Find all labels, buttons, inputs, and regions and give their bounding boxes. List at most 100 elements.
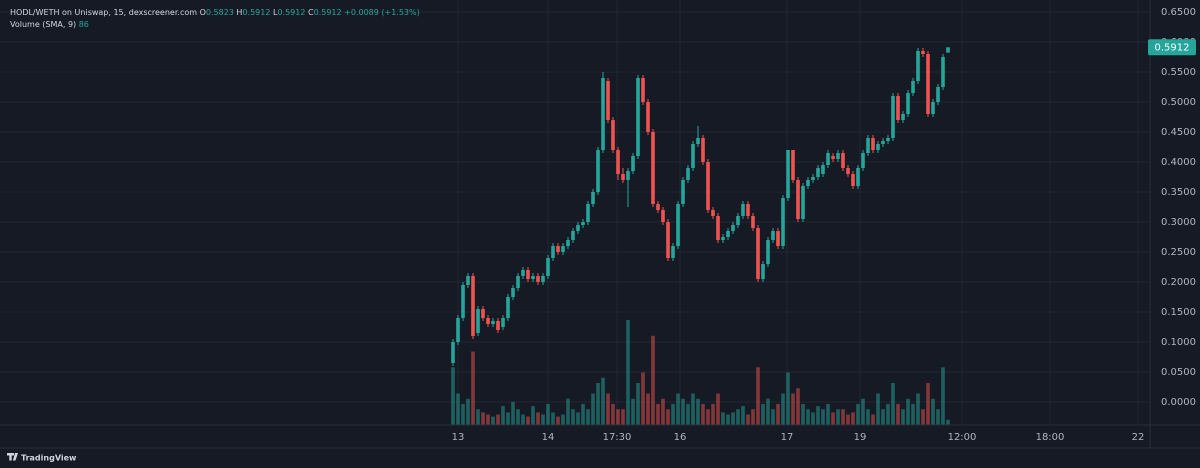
candle-body [736, 216, 740, 226]
volume-bar [861, 398, 865, 425]
volume-bar [761, 404, 765, 425]
volume-bar [816, 406, 820, 425]
volume-bar [751, 409, 755, 425]
candle-body [771, 231, 775, 241]
candle-body [536, 276, 540, 283]
candle-body [851, 174, 855, 187]
volume-bar [686, 404, 690, 425]
y-tick-label: 0.2000 [1161, 277, 1196, 288]
x-tick-label: 12:00 [948, 432, 977, 443]
volume-bar [656, 404, 660, 425]
volume-bar [556, 416, 560, 425]
candle-body [901, 114, 905, 121]
candle-body [751, 216, 755, 229]
candle-body [916, 51, 920, 82]
volume-bar [736, 409, 740, 425]
candle-body [671, 246, 675, 259]
volume-bar [856, 404, 860, 425]
candle-body [776, 231, 780, 247]
volume-bar [486, 414, 490, 425]
volume-bar [531, 406, 535, 425]
candle-body [626, 171, 630, 181]
y-tick-label: 0.6500 [1161, 7, 1196, 18]
volume-bar [891, 383, 895, 425]
candle-body [661, 210, 665, 223]
volume-bar [501, 406, 505, 425]
volume-bar [661, 398, 665, 425]
volume-bar [706, 409, 710, 425]
candle-body [581, 222, 585, 226]
volume-bar [616, 409, 620, 425]
volume-bar [791, 393, 795, 425]
brand: TradingView [21, 454, 77, 463]
candle-body [571, 231, 575, 241]
candle-body [931, 102, 935, 115]
h-label: H [236, 8, 243, 17]
volume-bar [571, 409, 575, 425]
volume-label: Volume (SMA, 9) [10, 20, 77, 29]
candle-body [826, 153, 830, 166]
candle-body [576, 225, 580, 232]
candle-body [471, 276, 475, 337]
volume-bar [866, 409, 870, 425]
candle-body [606, 81, 610, 121]
volume-bar [471, 351, 475, 425]
candle-body [881, 141, 885, 145]
volume-bar [926, 383, 930, 425]
candle-body [891, 96, 895, 139]
candle-body [696, 138, 700, 145]
volume-bar [476, 409, 480, 425]
candle-body [761, 264, 765, 280]
volume-bar [901, 409, 905, 425]
axes: 0.65000.60000.55000.50000.45000.40000.35… [452, 7, 1196, 443]
candle-body [786, 150, 790, 199]
candle-body [886, 138, 890, 142]
y-tick-label: 0.3500 [1161, 187, 1196, 198]
volume-bar [741, 406, 745, 425]
candle-body [791, 150, 795, 181]
volume-bar [776, 404, 780, 425]
o-value: 0.5823 [205, 8, 234, 17]
candle-body [846, 168, 850, 175]
candle-body [486, 318, 490, 325]
candle-body [556, 246, 560, 253]
candle-body [611, 120, 615, 151]
y-tick-label: 0.1000 [1161, 337, 1196, 348]
x-tick-label: 17:30 [603, 432, 632, 443]
volume-bar [711, 404, 715, 425]
candle-body [806, 180, 810, 187]
candle-body [681, 180, 685, 205]
volume-legend: Volume (SMA, 9) 86 [10, 20, 89, 29]
volume-bar [551, 412, 555, 425]
candle-body [566, 240, 570, 247]
candle-body [481, 309, 485, 319]
volume-bar [496, 414, 500, 425]
candle-body [821, 165, 825, 175]
volume-bar [916, 393, 920, 425]
volume-bar [746, 414, 750, 425]
candle-body [501, 318, 505, 328]
volume-bar [536, 412, 540, 425]
volume-bar [691, 393, 695, 425]
volume-bar [876, 393, 880, 425]
candle-body [811, 177, 815, 181]
volume-bar [721, 412, 725, 425]
volume-bar [636, 383, 640, 425]
candle-body [831, 156, 835, 160]
last-price-badge [1148, 39, 1196, 56]
candle-body [766, 240, 770, 265]
volume-bar [831, 412, 835, 425]
volume-bar [521, 414, 525, 425]
candle-body [936, 87, 940, 103]
candle-layer [451, 47, 950, 367]
logo: TradingView [6, 453, 77, 463]
last-price-label: 0.5912 [1155, 42, 1190, 53]
volume-bar [811, 412, 815, 425]
candle-body [841, 153, 845, 169]
candle-body [456, 318, 460, 343]
candle-body [731, 225, 735, 232]
symbol: HODL/WETH on Uniswap, 15, dexscreener.co… [10, 8, 198, 17]
candle-body [651, 132, 655, 205]
candle-body [546, 258, 550, 277]
